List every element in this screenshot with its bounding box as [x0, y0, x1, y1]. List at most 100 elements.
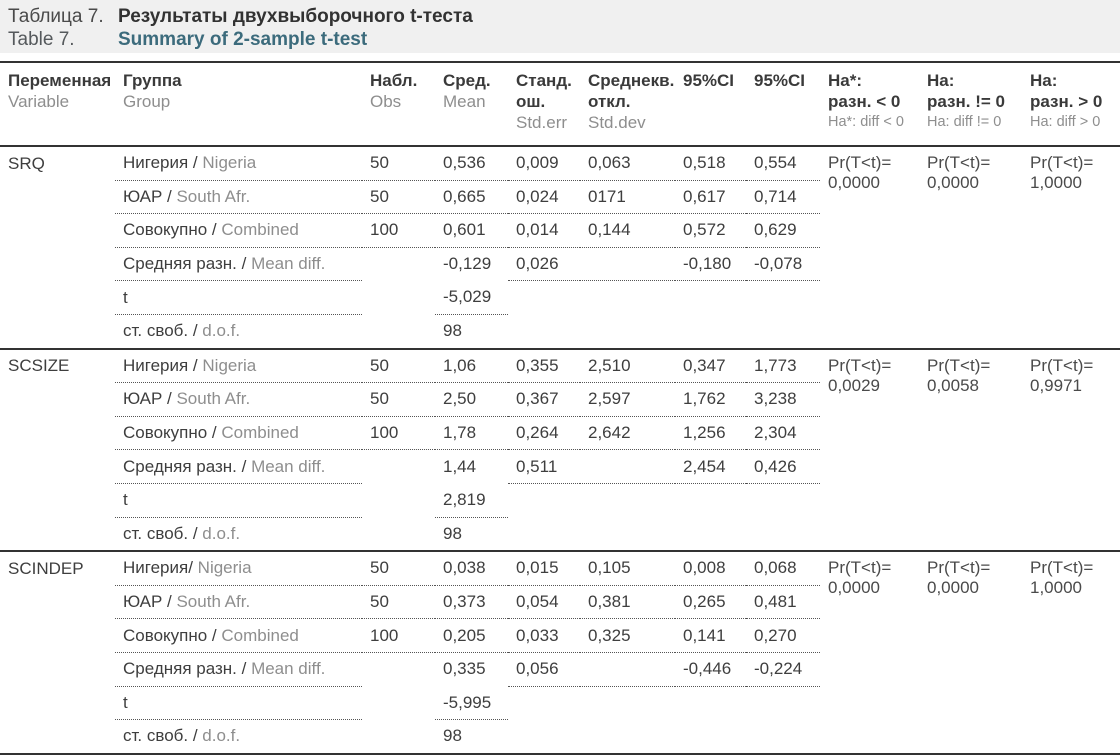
caption-line-ru: Таблица 7. Результаты двухвыборочного t-т… [8, 5, 1120, 28]
t-test-table: Переменная Variable Группа Group Набл. Obs … [0, 61, 1120, 755]
table-row: SRQ Нигерия / Nigeria 50 0,536 0,009 0,0… [0, 146, 1120, 192]
cell-group: Средняя разн. / Mean diff. [115, 652, 362, 687]
cell-ci-low: 0,008 [675, 551, 746, 586]
variable-name: SCSIZE [8, 356, 70, 376]
col-ci-high: 95%CI [754, 71, 806, 90]
cell-stderr [508, 483, 580, 517]
table-row: Средняя разн. / Mean diff. 0,335 0,056 -… [0, 652, 1120, 687]
cell-ci-low: 0,265 [675, 585, 746, 620]
cell-ha-gt: Pr(T<t)= 1,0000 [1022, 551, 1120, 754]
cell-ci-high [746, 686, 820, 720]
cell-ci-high: 2,304 [746, 416, 820, 451]
cell-obs [362, 483, 435, 517]
cell-ha-ne: Pr(T<t)= 0,0000 [919, 551, 1022, 754]
table-row: Совокупно / Combined 100 0,205 0,033 0,3… [0, 618, 1120, 653]
col-obs: Набл. Obs [370, 71, 418, 111]
cell-ci-high [746, 517, 820, 551]
cell-stddev [580, 247, 675, 282]
pr-label: Pr(T<t)= [927, 153, 991, 172]
cell-variable [0, 383, 115, 417]
cell-variable [0, 686, 115, 720]
cell-stderr: 0,367 [508, 382, 580, 417]
cell-group: ЮАР / South Afr. [115, 382, 362, 417]
cell-group: Нигерия / Nigeria [115, 348, 362, 384]
pr-label: Pr(T<t)= [927, 355, 991, 375]
cell-stddev [580, 517, 675, 551]
caption-title-en: Summary of 2-sample t-test [118, 29, 368, 50]
cell-variable [0, 585, 115, 619]
cell-stderr: 0,014 [508, 213, 580, 248]
cell-obs: 50 [362, 382, 435, 417]
cell-obs [362, 686, 435, 720]
cell-obs [362, 517, 435, 551]
cell-variable: SCINDEP [0, 551, 115, 585]
table-row: ЮАР / South Afr. 50 2,50 0,367 2,597 1,7… [0, 382, 1120, 417]
cell-stddev: 0,105 [580, 551, 675, 586]
cell-ci-low: 1,256 [675, 416, 746, 451]
cell-stddev: 2,510 [580, 348, 675, 384]
cell-stderr [508, 314, 580, 348]
cell-mean: 98 [443, 523, 462, 543]
cell-variable [0, 247, 115, 281]
cell-group: ст. своб. / d.o.f. [123, 523, 241, 543]
table-row: Средняя разн. / Mean diff. 1,44 0,511 2,… [0, 449, 1120, 484]
cell-obs: 100 [362, 618, 435, 653]
col-stderr: Станд. ош. Std.err [516, 71, 572, 132]
cell-obs: 50 [362, 180, 435, 215]
cell-stderr [508, 517, 580, 551]
table-row: SCINDEP Нигерия/ Nigeria 50 0,038 0,015 … [0, 551, 1120, 597]
cell-mean: 2,50 [435, 382, 508, 417]
cell-ci-high: 0,270 [746, 618, 820, 653]
table-row: Совокупно / Combined 100 0,601 0,014 0,1… [0, 213, 1120, 248]
cell-mean: 0,335 [443, 659, 486, 679]
cell-obs [362, 450, 435, 484]
table-row: ст. своб. / d.o.f. 98 [0, 720, 1120, 754]
cell-ha-gt: Pr(T<t)= 0,9971 [1022, 349, 1120, 552]
cell-group: Нигерия/ Nigeria [115, 551, 362, 586]
cell-ha-ne: Pr(T<t)= 0,0058 [919, 349, 1022, 552]
pr-label: Pr(T<t)= [828, 153, 892, 172]
cell-ci-low [675, 281, 746, 315]
cell-ci-high: 0,714 [746, 180, 820, 215]
cell-stderr: 0,264 [508, 416, 580, 451]
block-srq: SRQ Нигерия / Nigeria 50 0,536 0,009 0,0… [0, 146, 1120, 349]
cell-ci-high: 0,554 [746, 146, 820, 181]
cell-stddev: 2,642 [580, 416, 675, 451]
cell-ci-high: -0,224 [746, 652, 820, 687]
col-ci-low: 95%CI [683, 71, 735, 90]
cell-ci-low [675, 483, 746, 517]
cell-stddev: 0,063 [580, 146, 675, 181]
block-scsize: SCSIZE Нигерия / Nigeria 50 1,06 0,355 2… [0, 348, 1120, 552]
cell-group: Совокупно / Combined [115, 416, 362, 451]
cell-ci-high: 0,426 [746, 449, 820, 484]
cell-stderr: 0,355 [508, 348, 580, 384]
cell-stddev [580, 483, 675, 517]
cell-ci-low: 2,454 [675, 449, 746, 484]
cell-stddev [580, 314, 675, 348]
cell-mean: 0,038 [435, 551, 508, 586]
cell-mean: 1,44 [443, 456, 477, 476]
pr-label: Pr(T<t)= [1030, 558, 1094, 578]
cell-ha-gt: Pr(T<t)= 1,0000 [1022, 146, 1120, 349]
cell-variable [0, 180, 115, 214]
cell-stddev: 0171 [580, 180, 675, 215]
cell-obs [362, 281, 435, 315]
cell-ci-high: 1,773 [746, 348, 820, 384]
col-variable: Переменная Variable [8, 71, 112, 111]
col-stddev: Среднекв. откл. Std.dev [588, 71, 675, 132]
cell-ci-low: -0,180 [675, 247, 746, 282]
cell-variable: SRQ [0, 146, 115, 180]
cell-mean: -0,129 [443, 254, 492, 274]
cell-mean: 0,373 [435, 585, 508, 620]
cell-group: Средняя разн. / Mean diff. [115, 247, 362, 282]
cell-obs: 50 [362, 551, 435, 586]
cell-stderr: 0,054 [508, 585, 580, 620]
cell-mean: 98 [443, 726, 462, 746]
col-group: Группа Group [123, 71, 182, 111]
cell-stderr: 0,009 [508, 146, 580, 181]
cell-mean: 0,665 [435, 180, 508, 215]
cell-ci-low [675, 686, 746, 720]
cell-stddev: 0,325 [580, 618, 675, 653]
cell-group: t [115, 483, 362, 518]
cell-variable [0, 450, 115, 484]
